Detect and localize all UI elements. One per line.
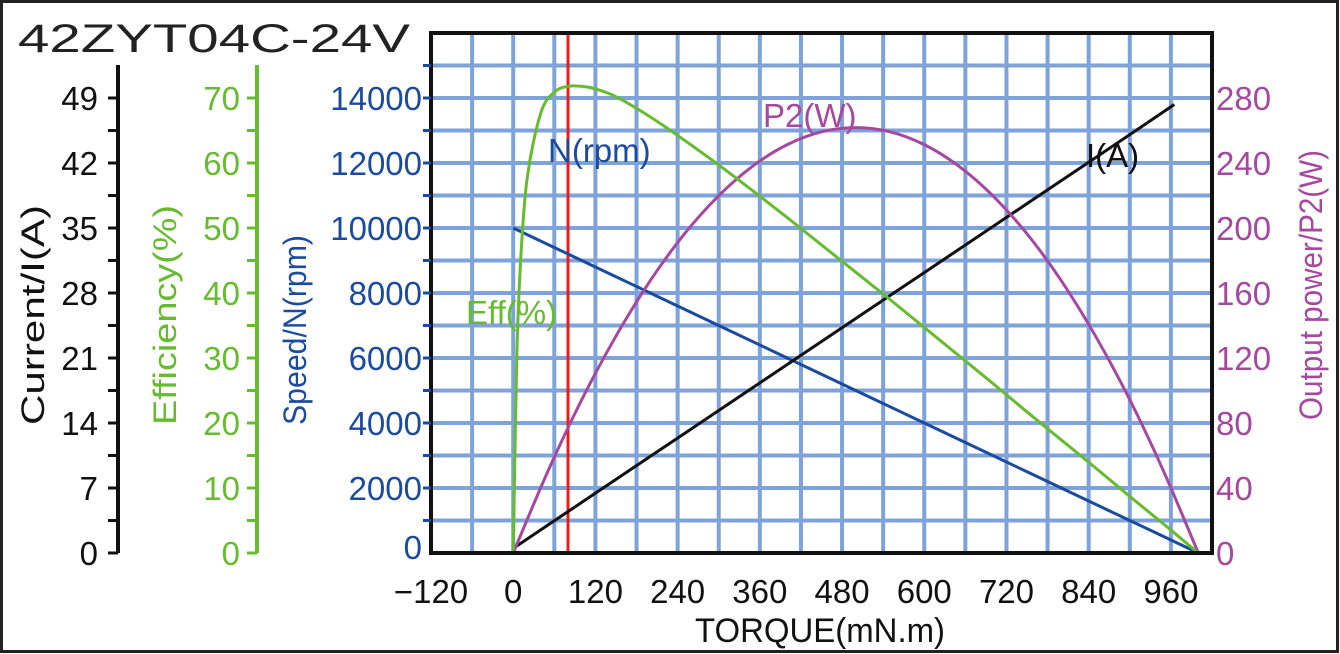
speed-series-label: N(rpm) — [548, 132, 651, 169]
current-axis-label: Current/I(A) — [15, 205, 51, 425]
x-tick-label: 720 — [979, 573, 1034, 610]
x-tick-label: 960 — [1143, 573, 1198, 610]
power-series-label: P2(W) — [763, 97, 857, 134]
current-tick-label: 7 — [80, 470, 98, 507]
current-tick-label: 0 — [80, 535, 98, 572]
current-tick-label: 42 — [61, 145, 98, 182]
power-tick-label: 240 — [1216, 145, 1271, 182]
speed-tick-label: 4000 — [349, 405, 422, 442]
efficiency-tick-label: 20 — [203, 405, 240, 442]
speed-tick-label: 0 — [404, 529, 422, 566]
x-tick-label: 600 — [897, 573, 952, 610]
axes-layer: −120 0 120 240 360 480 600 720 840 96007142128354… — [61, 64, 1271, 610]
efficiency-tick-label: 10 — [203, 470, 240, 507]
efficiency-axis-label: Efficiency(%) — [147, 205, 183, 425]
efficiency-curve — [511, 84, 1200, 555]
x-tick-label: 360 — [732, 573, 787, 610]
speed-tick-label: 10000 — [330, 210, 422, 247]
speed-axis-label: Speed/N(rpm) — [277, 235, 313, 425]
power-tick-label: 200 — [1216, 210, 1271, 247]
x-tick-label: −120 — [394, 573, 468, 610]
speed-tick-label: 14000 — [330, 80, 422, 117]
efficiency-tick-label: 50 — [203, 210, 240, 247]
chart-title: 42ZYT04C-24V — [18, 17, 410, 61]
x-tick-label: 120 — [568, 573, 623, 610]
speed-tick-label: 6000 — [349, 340, 422, 377]
current-series-label: I(A) — [1086, 137, 1139, 174]
current-tick-label: 21 — [61, 340, 98, 377]
power-tick-label: 40 — [1216, 470, 1253, 507]
power-tick-label: 0 — [1216, 535, 1234, 572]
efficiency-tick-label: 60 — [203, 145, 240, 182]
power-curve — [511, 126, 1200, 554]
x-axis-label: TORQUE(mN.m) — [695, 612, 945, 650]
power-tick-label: 160 — [1216, 275, 1271, 312]
power-tick-label: 80 — [1216, 405, 1253, 442]
efficiency-tick-label: 30 — [203, 340, 240, 377]
efficiency-tick-label: 40 — [203, 275, 240, 312]
current-curve — [512, 103, 1176, 550]
speed-curve — [512, 226, 1199, 555]
current-tick-label: 14 — [61, 405, 98, 442]
series-layer — [511, 33, 1200, 555]
efficiency-tick-label: 0 — [222, 535, 240, 572]
x-tick-label: 840 — [1061, 573, 1116, 610]
efficiency-series-label: Eff(%) — [466, 294, 557, 331]
grid — [431, 33, 1212, 553]
speed-tick-label: 8000 — [349, 275, 422, 312]
x-tick-label: 0 — [504, 573, 522, 610]
efficiency-tick-label: 70 — [203, 80, 240, 117]
power-tick-label: 120 — [1216, 340, 1271, 377]
speed-tick-label: 2000 — [349, 470, 422, 507]
x-tick-label: 480 — [815, 573, 870, 610]
x-tick-label: 240 — [650, 573, 705, 610]
current-tick-label: 28 — [61, 275, 98, 312]
power-tick-label: 280 — [1216, 80, 1271, 117]
current-tick-label: 49 — [61, 80, 98, 117]
power-axis-label: Output power/P2(W) — [1293, 150, 1329, 420]
current-tick-label: 35 — [61, 210, 98, 247]
speed-tick-label: 12000 — [330, 145, 422, 182]
